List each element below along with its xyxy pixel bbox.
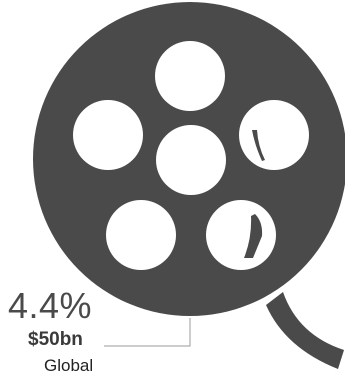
stat-amount: $50bn	[28, 329, 83, 350]
film-sliver-right	[252, 130, 265, 161]
reel-hole-right	[239, 100, 309, 170]
reel-hole-bottom-left	[106, 200, 176, 270]
reel-hole-center	[156, 125, 226, 195]
stat-region: Global	[44, 356, 94, 375]
reel-hole-top	[155, 41, 225, 111]
film-sliver-bottom-right	[244, 214, 263, 258]
stat-percent: 4.4%	[8, 285, 93, 326]
reel-hole-bottom-right	[206, 200, 276, 270]
film-tail	[266, 292, 344, 369]
reel-hole-left	[73, 100, 143, 170]
leader-line	[104, 318, 191, 347]
